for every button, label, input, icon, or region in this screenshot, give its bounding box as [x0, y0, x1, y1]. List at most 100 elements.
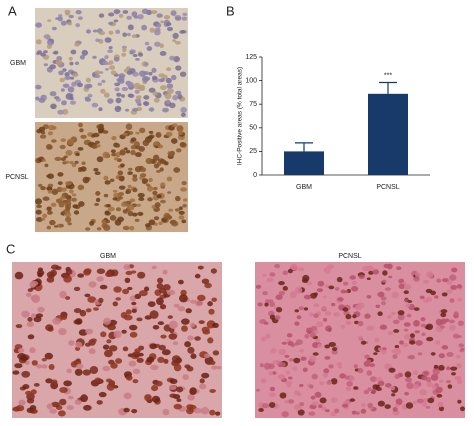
error-bar	[295, 142, 313, 152]
nucleus	[21, 310, 30, 318]
nucleus	[132, 176, 138, 182]
nucleus	[40, 217, 46, 221]
nucleus	[457, 297, 463, 302]
nucleus	[75, 23, 80, 28]
nucleus	[96, 276, 104, 282]
nucleus	[75, 358, 81, 362]
nucleus	[71, 162, 77, 168]
nucleus	[430, 352, 436, 356]
nucleus	[200, 407, 210, 415]
nucleus	[78, 122, 83, 128]
nucleus	[364, 354, 370, 360]
nucleus	[55, 98, 62, 102]
nucleus	[175, 65, 182, 71]
nucleus	[393, 347, 401, 356]
nucleus	[266, 277, 274, 282]
nucleus	[131, 34, 137, 38]
nucleus	[27, 334, 35, 340]
nucleus	[149, 310, 159, 319]
nucleus	[175, 90, 182, 95]
nucleus	[173, 303, 180, 308]
nucleus	[58, 14, 63, 18]
nucleus	[152, 75, 158, 81]
nucleus	[452, 333, 460, 339]
nucleus	[165, 22, 172, 26]
nucleus	[102, 365, 111, 372]
nucleus	[125, 309, 132, 315]
nucleus	[265, 333, 271, 339]
nucleus	[66, 198, 72, 203]
nucleus	[132, 54, 138, 57]
nucleus	[299, 383, 304, 388]
nucleus	[201, 372, 210, 379]
nucleus	[144, 41, 150, 46]
nucleus	[211, 297, 217, 302]
nucleus	[260, 378, 267, 384]
nucleus	[135, 145, 141, 150]
nucleus	[372, 269, 379, 275]
nucleus	[67, 222, 72, 226]
nucleus	[45, 324, 54, 331]
nucleus	[144, 315, 152, 320]
nucleus	[286, 333, 293, 338]
nucleus	[405, 303, 411, 308]
nucleus	[80, 134, 87, 139]
nucleus	[391, 291, 399, 299]
nucleus	[58, 328, 67, 336]
nucleus	[94, 377, 102, 384]
nucleus	[48, 124, 56, 131]
nucleus	[181, 219, 187, 224]
nucleus	[257, 302, 263, 307]
nucleus	[60, 157, 66, 162]
nucleus	[409, 354, 415, 360]
nucleus	[63, 380, 72, 387]
nucleus	[94, 140, 100, 144]
nucleus	[101, 79, 106, 84]
nucleus	[420, 323, 426, 328]
x-tick-label: PCNSL	[376, 184, 399, 191]
nucleus	[274, 263, 281, 269]
nucleus	[14, 271, 24, 280]
nucleus	[456, 363, 462, 369]
nucleus	[36, 364, 43, 369]
nucleus	[199, 383, 207, 390]
nucleus	[154, 97, 160, 103]
nucleus	[173, 403, 182, 410]
nucleus	[111, 153, 117, 157]
nucleus	[75, 10, 82, 15]
nucleus	[374, 337, 380, 343]
nucleus	[371, 388, 377, 394]
nucleus	[105, 68, 109, 71]
nucleus	[334, 287, 340, 291]
nucleus	[403, 328, 409, 332]
nucleus	[143, 95, 150, 100]
nucleus	[113, 19, 119, 23]
nucleus	[172, 94, 179, 101]
nucleus	[269, 386, 276, 392]
nucleus	[153, 163, 160, 169]
nucleus	[60, 20, 67, 26]
nucleus	[438, 353, 445, 359]
nucleus	[118, 185, 126, 190]
nucleus	[357, 320, 364, 327]
nucleus	[325, 311, 332, 316]
nucleus	[35, 209, 42, 215]
nucleus	[198, 320, 205, 324]
nucleus	[352, 314, 357, 319]
nucleus	[134, 293, 142, 299]
nucleus	[355, 411, 360, 415]
nucleus	[413, 307, 420, 311]
nucleus	[70, 76, 75, 80]
nucleus	[263, 321, 269, 325]
nucleus	[134, 166, 142, 173]
nucleus	[64, 181, 72, 186]
nucleus	[207, 337, 214, 344]
nucleus	[169, 55, 175, 61]
nucleus	[186, 407, 194, 415]
nucleus	[38, 183, 43, 188]
nucleus	[121, 329, 127, 334]
nucleus	[174, 16, 182, 21]
nucleus	[108, 21, 114, 25]
nucleus	[337, 297, 344, 302]
